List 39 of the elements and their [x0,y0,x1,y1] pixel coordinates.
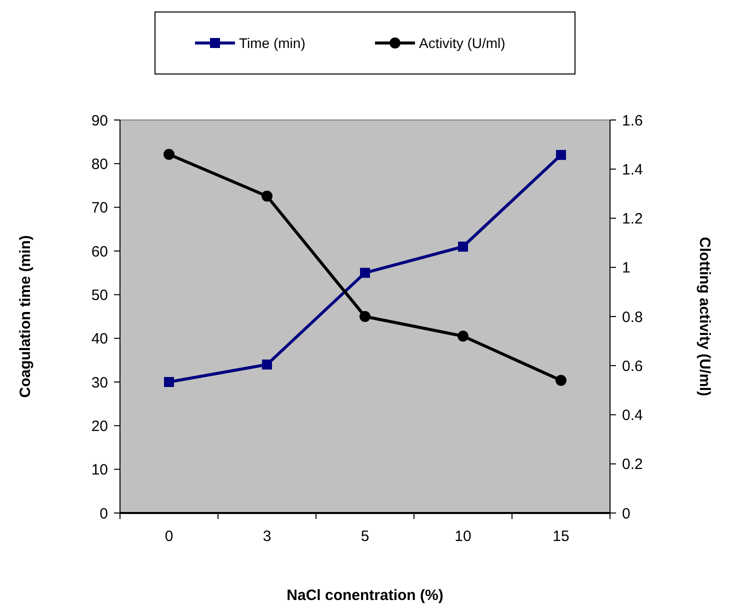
x-tick-label: 5 [360,528,370,545]
y-tick-label: 50 [91,286,108,304]
y-tick-label: 30 [91,374,108,392]
y2-tick-label: 0.8 [622,308,643,326]
point [556,374,566,386]
x-axis-title: NaCl conentration (%) [286,587,444,604]
point [164,377,174,387]
point [262,360,272,370]
y2-tick-label: 1 [622,260,630,277]
y-tick-label: 80 [91,156,108,173]
legend-label: Time (min) [239,34,306,51]
y-tick-label: 10 [91,462,108,479]
x-tick-label: 3 [262,528,272,545]
point [360,268,370,278]
point [262,190,272,202]
y2-tick-label: 0.2 [622,456,643,474]
y2-tick-label: 0 [622,505,630,522]
y2-tick-label: 1.2 [622,210,643,228]
y-tick-label: 90 [91,112,108,130]
point [458,330,468,342]
x-tick-label: 15 [552,528,570,545]
y2-tick-label: 1.6 [622,112,643,130]
point [164,148,174,160]
y-tick-label: 20 [91,418,108,435]
y2-tick-label: 0.6 [622,358,643,375]
y2-tick-label: 1.4 [622,161,643,178]
y2-tick-label: 0.4 [622,407,643,424]
legend-label: Activity (U/ml) [419,34,506,51]
point [458,242,468,252]
y-tick-label: 60 [91,243,108,260]
x-tick-label: 10 [454,528,472,545]
point [556,150,566,160]
y-tick-label: 0 [100,505,108,522]
x-tick-label: 0 [164,528,174,545]
y-tick-label: 70 [91,200,108,217]
y2-axis-title: Clotting activity (U/ml) [696,236,713,396]
point [360,311,370,322]
y-tick-label: 40 [91,330,108,348]
y-axis-title: Coagulation time (min) [17,235,34,398]
